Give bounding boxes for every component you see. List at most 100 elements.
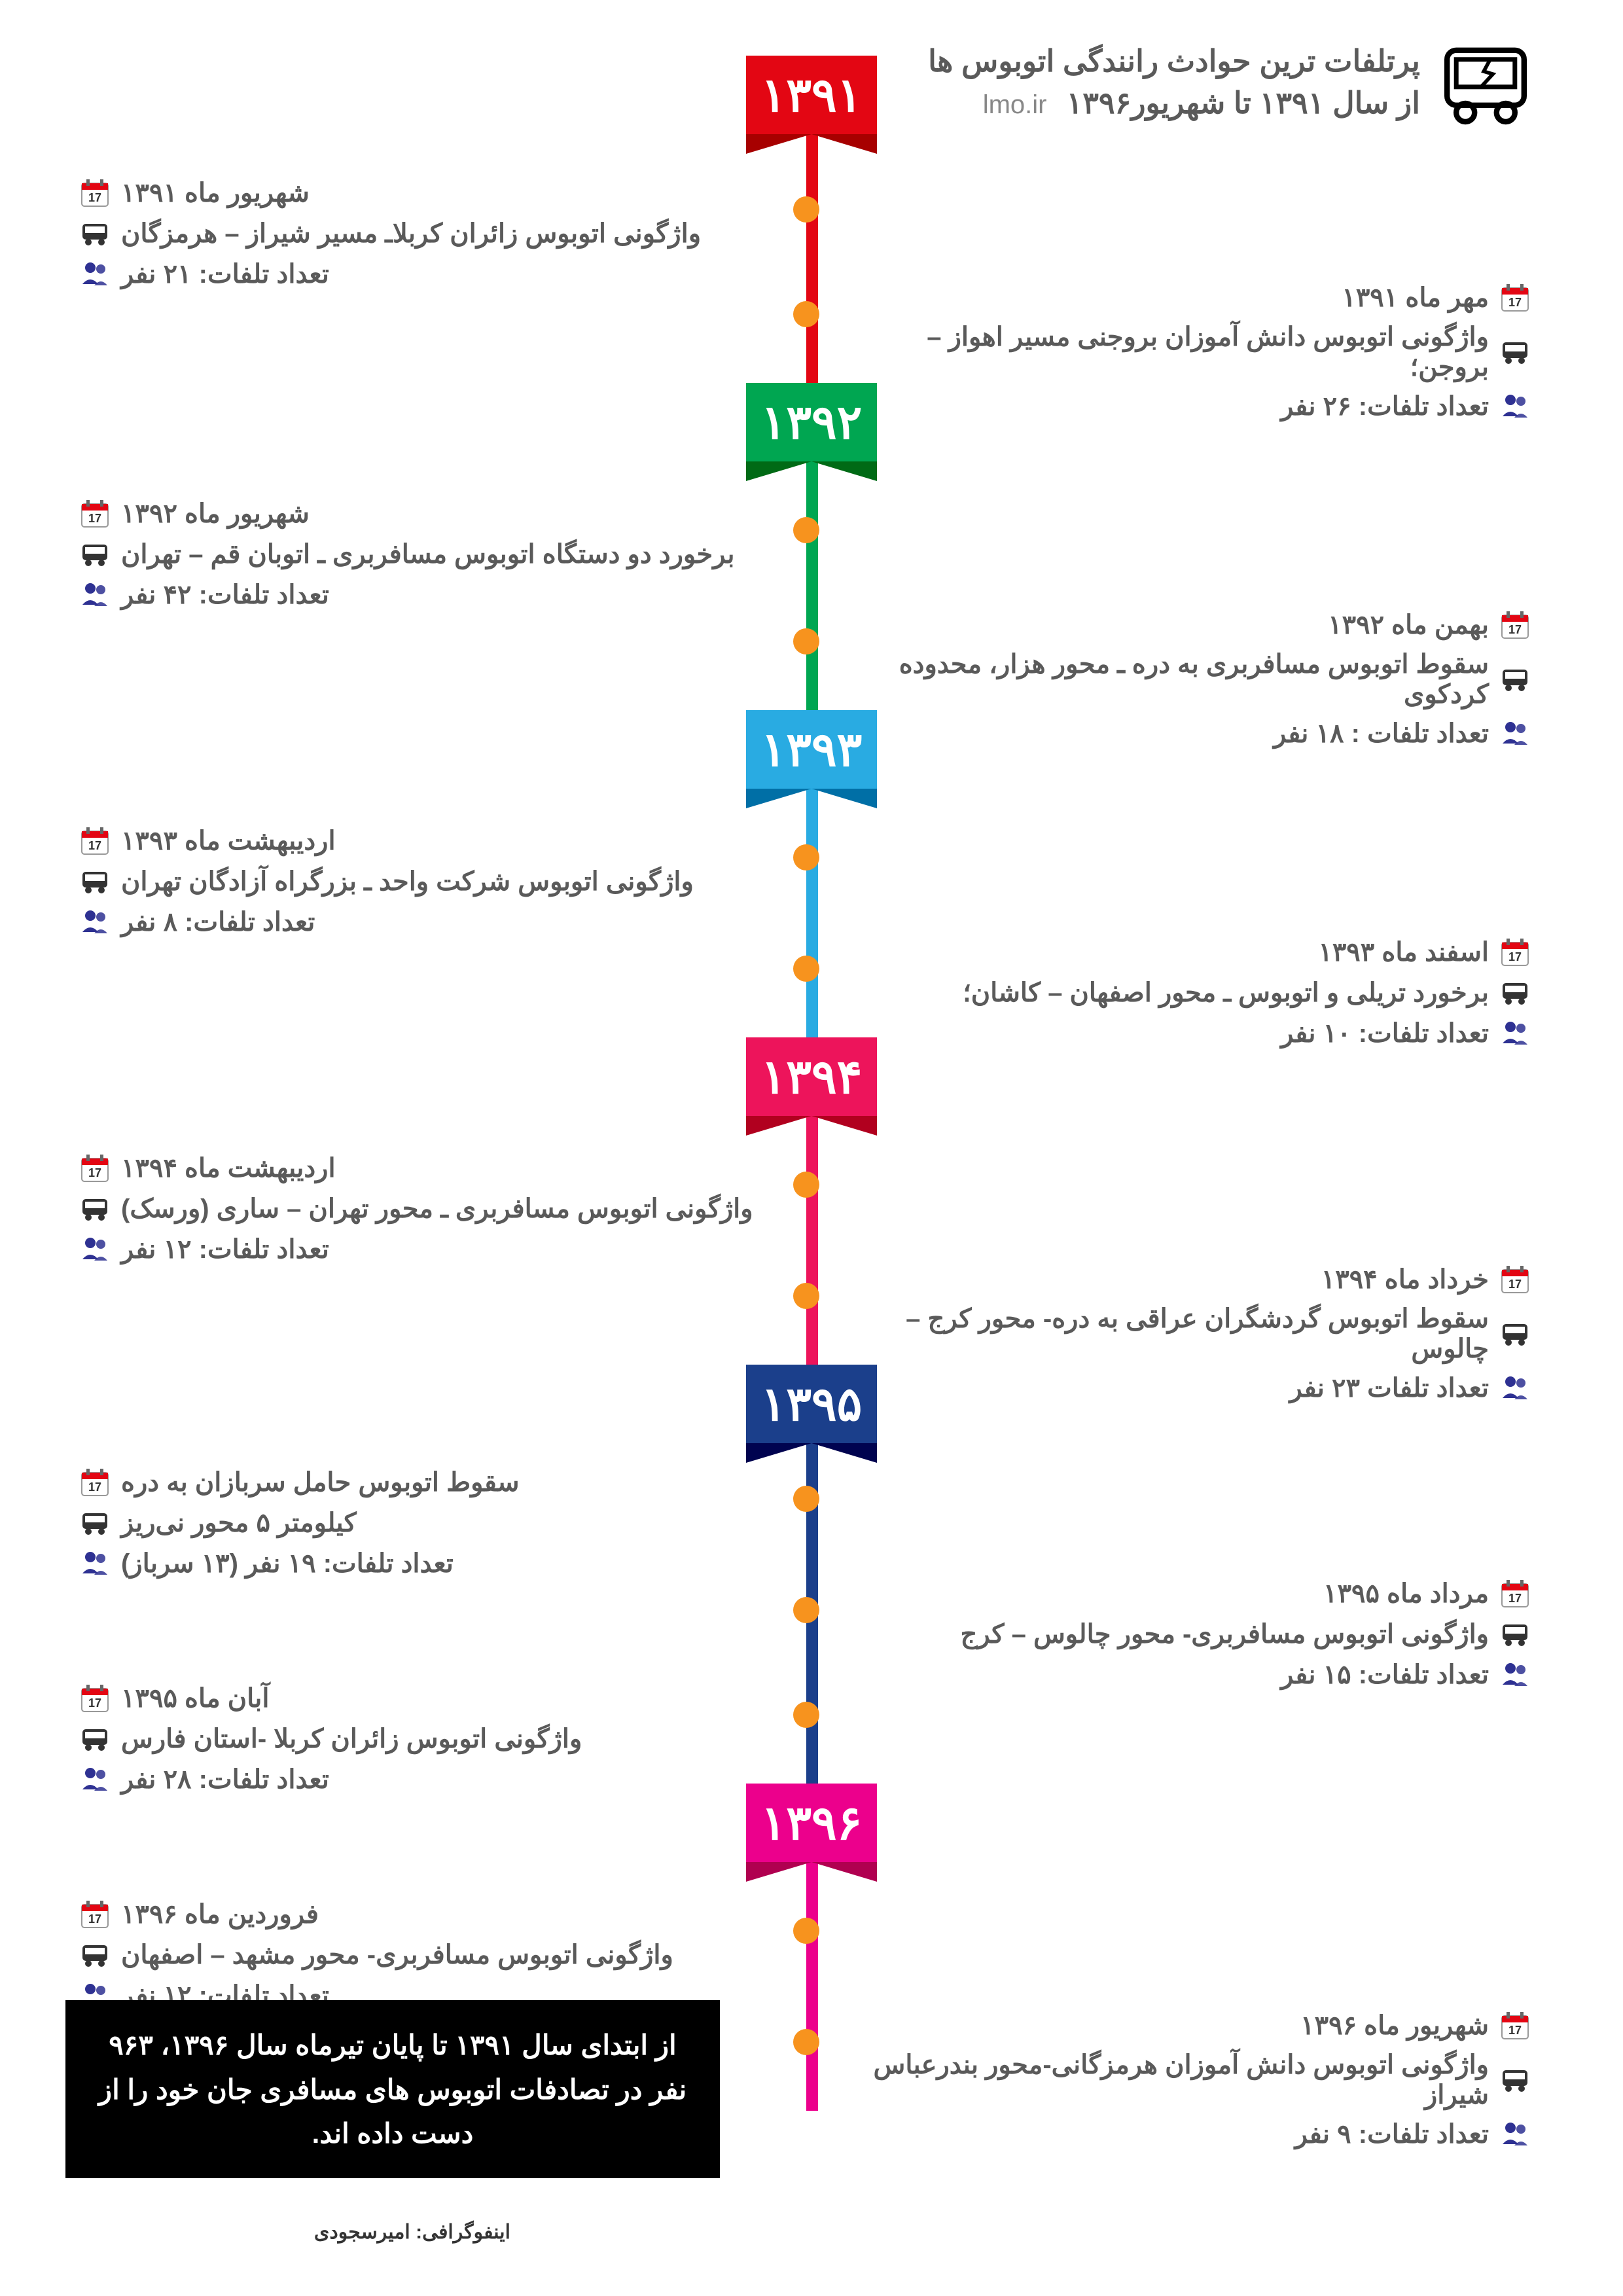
event-casualties-icon	[79, 1547, 111, 1580]
event-date-icon: 17	[1499, 936, 1531, 969]
event-casualties: تعداد تلفات: ۸ نفر	[79, 906, 766, 939]
event-desc-icon	[1499, 336, 1531, 368]
event-casualties-icon	[79, 579, 111, 611]
event-item: 17بهمن ماه ۱۳۹۲سقوط اتوبوس مسافربری به د…	[844, 609, 1531, 758]
svg-text:17: 17	[1508, 2024, 1522, 2037]
event-casualties: تعداد تلفات: ۱۰ نفر	[844, 1017, 1531, 1050]
event-casualties-icon	[79, 906, 111, 939]
event-date-icon: 17	[79, 1152, 111, 1185]
event-casualties: تعداد تلفات : ۱۸ نفر	[844, 717, 1531, 750]
event-desc-icon	[79, 1723, 111, 1755]
event-date-icon: 17	[79, 1898, 111, 1931]
timeline-dot	[793, 956, 819, 982]
svg-text:17: 17	[88, 1912, 101, 1926]
event-item: شهریور ماه ۱۳۹۲17 برخورد دو دستگاه اتوبوس…	[79, 497, 766, 619]
site-url: lmo.ir	[983, 90, 1047, 120]
event-desc: واژگونی اتوبوس مسافربری ـ محور تهران – س…	[79, 1193, 766, 1225]
event-desc-icon	[79, 538, 111, 571]
event-date-icon: 17	[1499, 2009, 1531, 2042]
event-desc-icon	[1499, 2064, 1531, 2096]
event-date-icon: 17	[79, 177, 111, 209]
event-casualties: تعداد تلفات: ۲۶ نفر	[844, 390, 1531, 423]
event-desc-icon	[1499, 1318, 1531, 1350]
event-casualties-icon	[1499, 717, 1531, 750]
event-casualties: تعداد تلفات: ۹ نفر	[844, 2118, 1531, 2151]
event-date: شهریور ماه ۱۳۹۲17	[79, 497, 766, 530]
timeline-dot	[793, 1702, 819, 1728]
event-casualties-icon	[1499, 1659, 1531, 1691]
svg-text:17: 17	[88, 512, 101, 525]
summary-box: از ابتدای سال ۱۳۹۱ تا پایان تیرماه سال ۱…	[65, 2000, 720, 2178]
event-date-icon: 17	[79, 497, 111, 530]
event-casualties-icon	[1499, 390, 1531, 423]
event-date-icon: 17	[79, 1466, 111, 1499]
event-date: 17مهر ماه ۱۳۹۱	[844, 281, 1531, 314]
event-date-icon: 17	[1499, 281, 1531, 314]
event-desc-icon	[1499, 1618, 1531, 1651]
event-casualties: تعداد تلفات: ۱۹ نفر (۱۳ سرباز)	[79, 1547, 766, 1580]
event-item: اردیبهشت ماه ۱۳۹۴17 واژگونی اتوبوس مسافرب…	[79, 1152, 766, 1274]
event-desc: واژگونی اتوبوس زائران کربلاـ مسیر شیراز …	[79, 217, 766, 250]
year-badge: ۱۳۹۱	[746, 56, 877, 134]
timeline-dot	[793, 628, 819, 655]
event-desc: واژگونی اتوبوس دانش آموزان هرمزگانی-محور…	[844, 2050, 1531, 2110]
event-casualties-icon	[79, 1763, 111, 1796]
event-date: 17شهریور ماه ۱۳۹۶	[844, 2009, 1531, 2042]
header: پرتلفات ترین حوادث رانندگی اتوبوس ها از …	[928, 39, 1531, 124]
timeline-dot	[793, 1486, 819, 1512]
event-item: 17شهریور ماه ۱۳۹۶ واژگونی اتوبوس دانش آمو…	[844, 2009, 1531, 2159]
event-item: 17مرداد ماه ۱۳۹۵ واژگونی اتوبوس مسافربری-…	[844, 1577, 1531, 1699]
timeline-dot	[793, 1172, 819, 1198]
event-desc: واژگونی اتوبوس شرکت واحد ـ بزرگراه آزادگ…	[79, 865, 766, 898]
event-desc: واژگونی اتوبوس زائران کربلا -استان فارس	[79, 1723, 766, 1755]
event-date: 17مرداد ماه ۱۳۹۵	[844, 1577, 1531, 1610]
event-desc-icon	[1499, 977, 1531, 1009]
event-casualties-icon	[1499, 1372, 1531, 1405]
event-casualties-icon	[79, 1233, 111, 1266]
year-badge: ۱۳۹۶	[746, 1784, 877, 1862]
svg-text:17: 17	[1508, 296, 1522, 309]
timeline-dot	[793, 196, 819, 223]
event-item: 17خرداد ماه ۱۳۹۴ سقوط اتوبوس گردشگران عرا…	[844, 1263, 1531, 1412]
event-casualties: تعداد تلفات: ۲۸ نفر	[79, 1763, 766, 1796]
event-desc-icon	[79, 1193, 111, 1225]
svg-text:17: 17	[88, 1696, 101, 1710]
event-desc-icon	[79, 1939, 111, 1971]
event-casualties-icon	[1499, 2118, 1531, 2151]
event-casualties: تعداد تلفات: ۲۱ نفر	[79, 258, 766, 291]
event-desc: سقوط اتوبوس گردشگران عراقی به دره- محور …	[844, 1304, 1531, 1364]
event-date: 17خرداد ماه ۱۳۹۴	[844, 1263, 1531, 1296]
event-date-icon: 17	[79, 825, 111, 857]
event-item: سقوط اتوبوس حامل سربازان به دره17کیلومتر…	[79, 1466, 766, 1588]
event-casualties: تعداد تلفات: ۴۲ نفر	[79, 579, 766, 611]
event-casualties-icon	[1499, 1017, 1531, 1050]
event-desc: واژگونی اتوبوس مسافربری- محور مشهد – اصف…	[79, 1939, 766, 1971]
event-casualties: تعداد تلفات ۲۳ نفر	[844, 1372, 1531, 1405]
event-casualties-icon	[79, 258, 111, 291]
event-date-icon: 17	[1499, 609, 1531, 641]
timeline-dot	[793, 1283, 819, 1309]
event-casualties: تعداد تلفات: ۱۲ نفر	[79, 1233, 766, 1266]
event-desc-icon	[79, 217, 111, 250]
event-date: سقوط اتوبوس حامل سربازان به دره17	[79, 1466, 766, 1499]
event-desc-icon	[79, 865, 111, 898]
event-date: اردیبهشت ماه ۱۳۹۴17	[79, 1152, 766, 1185]
svg-text:17: 17	[1508, 623, 1522, 636]
event-item: اردیبهشت ماه ۱۳۹۳17واژگونی اتوبوس شرکت و…	[79, 825, 766, 946]
event-desc: برخورد تریلی و اتوبوس ـ محور اصفهان – کا…	[844, 977, 1531, 1009]
event-item: شهریور ماه ۱۳۹۱17واژگونی اتوبوس زائران ک…	[79, 177, 766, 298]
timeline-dot	[793, 517, 819, 543]
event-desc: برخورد دو دستگاه اتوبوس مسافربری ـ اتوبا…	[79, 538, 766, 571]
page-subtitle: از سال ۱۳۹۱ تا شهریور۱۳۹۶	[1067, 82, 1421, 124]
svg-text:17: 17	[88, 1166, 101, 1179]
event-desc-icon	[79, 1507, 111, 1539]
timeline-dot	[793, 2029, 819, 2055]
svg-text:17: 17	[1508, 950, 1522, 963]
event-desc: واژگونی اتوبوس مسافربری- محور چالوس – کر…	[844, 1618, 1531, 1651]
timeline-dot	[793, 301, 819, 327]
svg-text:17: 17	[1508, 1592, 1522, 1605]
event-date-icon: 17	[1499, 1577, 1531, 1610]
svg-text:17: 17	[88, 839, 101, 852]
timeline-dot	[793, 844, 819, 870]
event-date: آبان ماه ۱۳۹۵17	[79, 1682, 766, 1715]
